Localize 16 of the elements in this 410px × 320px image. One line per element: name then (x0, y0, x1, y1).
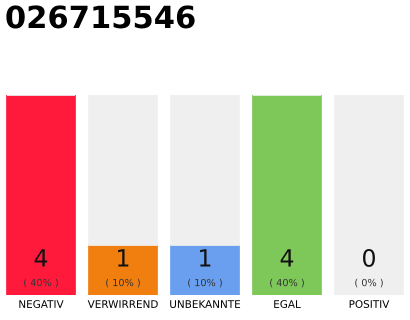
x-tick-label: POSITIV (350, 300, 390, 308)
x-tick-label: NEGATIV (19, 300, 64, 308)
data-label: 1 (200, 249, 210, 267)
x-tick-label: UNBEKANNTE (170, 300, 240, 308)
x-tick-label: VERWIRREND (88, 300, 158, 308)
data-label: 4 (280, 249, 294, 267)
annotation: ( 40% ) (24, 278, 58, 288)
data-label: 1 (118, 249, 128, 267)
annotation: ( 40% ) (270, 278, 304, 288)
data-label: 0 (363, 248, 375, 267)
annotation: ( 10% ) (106, 278, 140, 288)
data-label: 4 (34, 249, 48, 267)
chart-title: 026715546 (6, 5, 195, 28)
annotation: ( 10% ) (188, 278, 222, 288)
x-tick-label: EGAL (274, 300, 301, 308)
annotation: ( 0% ) (355, 278, 383, 288)
